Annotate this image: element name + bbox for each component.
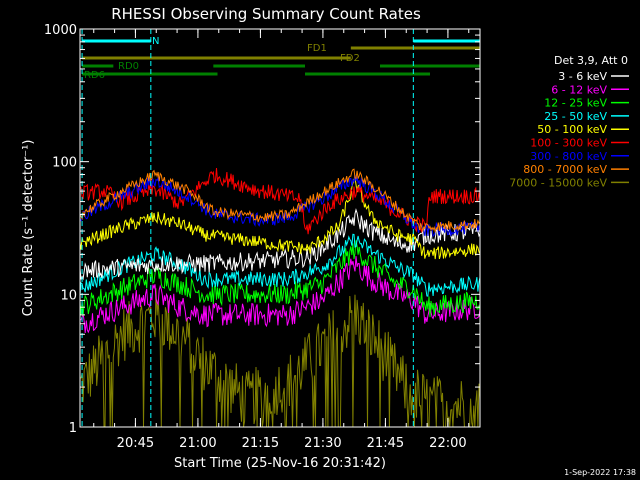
legend-label: 25 - 50 keV (544, 110, 607, 123)
legend-label: 800 - 7000 keV (523, 163, 607, 176)
flag-bars: N FD1 FD2 RD0 RD6 (82, 36, 480, 81)
flag-label-rd0: RD0 (118, 61, 139, 72)
legend-header: Det 3,9, Att 0 (554, 54, 628, 67)
legend-label: 50 - 100 keV (537, 123, 607, 136)
legend-label: 12 - 25 keV (544, 97, 607, 110)
y-tick-label: 1000 (44, 23, 77, 38)
flag-label-rd6: RD6 (84, 70, 105, 81)
chart-title: RHESSI Observing Summary Count Rates (111, 5, 421, 23)
x-tick-label: 21:30 (304, 436, 341, 451)
plot-frame (79, 28, 481, 428)
flag-label-fd2: FD2 (340, 53, 360, 64)
legend-label: 3 - 6 keV (558, 70, 607, 83)
series-lines (79, 167, 481, 428)
legend-label: 7000 - 15000 keV (509, 176, 607, 189)
y-tick-label: 100 (52, 156, 77, 171)
y-tick-label: 10 (60, 288, 77, 303)
series-line-12-25-kev (79, 240, 481, 318)
legend-label: 6 - 12 keV (551, 83, 607, 96)
x-axis-label: Start Time (25-Nov-16 20:31:42) (174, 456, 386, 471)
flag-label-n: N (152, 36, 159, 47)
legend-label: 100 - 300 keV (530, 137, 607, 150)
x-tick-label: 20:45 (117, 436, 154, 451)
y-axis-label: Count Rate (s⁻¹ detector⁻¹) (21, 140, 36, 317)
series-line-100-300-kev (79, 167, 481, 235)
x-tick-label: 22:00 (429, 436, 466, 451)
series-line-25-50-kev (79, 233, 481, 297)
y-tick-label: 1 (69, 421, 77, 436)
footer-timestamp: 1-Sep-2022 17:38 (564, 468, 636, 477)
x-tick-label: 21:15 (242, 436, 279, 451)
axes: 1 10 100 1000 20:45 21:00 21:15 21:30 21:45 22:00 (44, 23, 480, 451)
legend-label: 300 - 800 keV (530, 150, 607, 163)
flag-label-fd1: FD1 (307, 43, 327, 54)
x-tick-label: 21:45 (367, 436, 404, 451)
x-tick-label: 21:00 (179, 436, 216, 451)
